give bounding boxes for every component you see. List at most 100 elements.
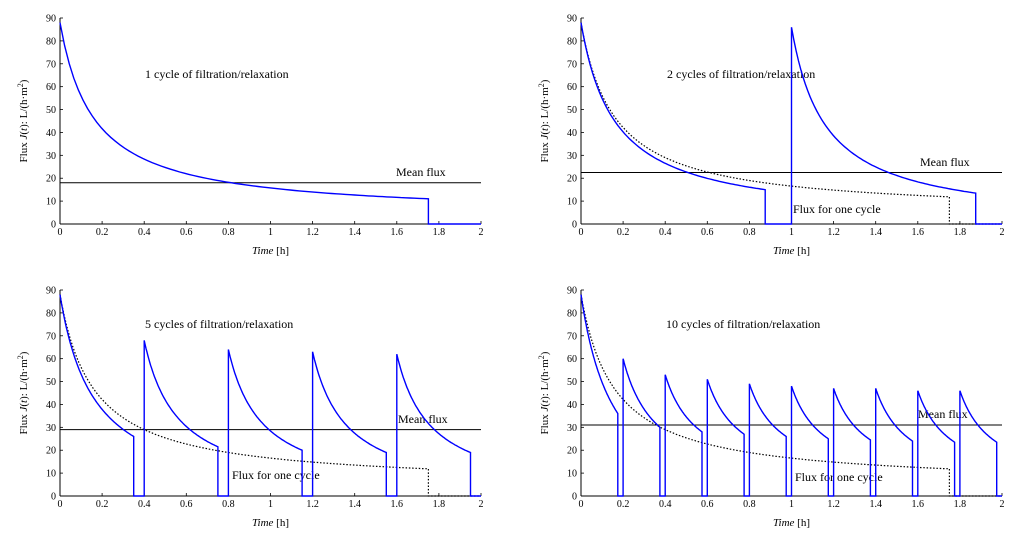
y-tick-label: 80 — [46, 36, 56, 47]
y-tick-label: 70 — [46, 331, 56, 342]
x-axis-label-rest: [h] — [273, 517, 289, 529]
y-axis-label-end: ) — [539, 79, 551, 83]
y-tick-label: 30 — [46, 423, 56, 434]
multi-cycle-flux-curve — [580, 22, 1002, 225]
y-tick-label: 90 — [46, 286, 56, 297]
x-tick-label: 1.4 — [869, 499, 882, 510]
y-tick-label: 10 — [567, 197, 577, 208]
cycles-annotation: 2 cycles of filtration/relaxation — [667, 67, 815, 81]
x-tick-label: 1.8 — [954, 227, 967, 238]
y-tick-label: 10 — [46, 197, 56, 208]
y-axis-label-sup: 2 — [16, 83, 25, 87]
x-axis-label: Time [h] — [773, 517, 810, 529]
y-tick-label: 20 — [46, 174, 56, 185]
y-tick-label: 30 — [567, 151, 577, 162]
x-axis-label-rest: [h] — [794, 245, 810, 257]
y-tick-label: 0 — [572, 220, 577, 231]
y-tick-label: 10 — [567, 469, 577, 480]
y-axis-label-mid: ( — [539, 131, 551, 135]
y-axis-label-suffix: ): L/(h·m — [539, 359, 551, 400]
y-tick-label: 80 — [46, 308, 56, 319]
y-tick-label: 60 — [46, 354, 56, 365]
x-axis-label-rest: [h] — [794, 517, 810, 529]
x-axis-label-rest: [h] — [273, 245, 289, 257]
x-tick-label: 0.2 — [96, 499, 109, 510]
y-tick-label: 70 — [567, 331, 577, 342]
x-tick-label: 0.6 — [180, 499, 193, 510]
x-tick-label: 0.4 — [659, 499, 672, 510]
x-tick-label: 2 — [1000, 227, 1005, 238]
x-tick-label: 1 — [789, 499, 794, 510]
y-tick-label: 70 — [46, 59, 56, 70]
y-tick-label: 40 — [567, 400, 577, 411]
y-axis-label-prefix: Flux — [539, 412, 551, 435]
chart-panel-2-cycles: 0 0.2 0.4 0.6 0.8 1 1.2 1.4 1.6 1.8 20102030405060… — [537, 14, 1005, 258]
x-tick-label: 0.4 — [138, 227, 151, 238]
y-tick-label: 80 — [567, 36, 577, 47]
x-tick-label: 2 — [1000, 499, 1005, 510]
y-axis-label-prefix: Flux — [18, 140, 30, 163]
x-tick-label: 0.8 — [743, 499, 756, 510]
x-axis-label-italic: Time — [773, 245, 795, 257]
one-cycle-flux-curve — [580, 294, 1002, 497]
y-tick-label: 40 — [46, 400, 56, 411]
x-tick-label: 1.4 — [348, 227, 361, 238]
x-tick-label: 0.2 — [617, 227, 630, 238]
x-tick-label: 1.6 — [912, 227, 925, 238]
y-axis-label-var2: t — [18, 399, 30, 403]
x-tick-label: 1 — [268, 499, 273, 510]
chart-panel-10-cycles: 0 0.2 0.4 0.6 0.8 1 1.2 1.4 1.6 1.8 20102030405060… — [537, 286, 1005, 530]
y-tick-label: 90 — [567, 286, 577, 297]
y-tick-label: 50 — [46, 377, 56, 388]
y-axis-label-var: J — [18, 134, 30, 140]
x-axis-label-italic: Time — [252, 245, 274, 257]
cycles-annotation: 10 cycles of filtration/relaxation — [666, 317, 820, 331]
x-tick-label: 2 — [479, 499, 484, 510]
y-tick-label: 50 — [46, 105, 56, 116]
x-tick-label: 0.8 — [222, 499, 235, 510]
x-tick-label: 1.8 — [954, 499, 967, 510]
multi-cycle-flux-curve — [59, 22, 481, 225]
chart-panel-5-cycles: 0 0.2 0.4 0.6 0.8 1 1.2 1.4 1.6 1.8 20102030405060… — [16, 286, 484, 530]
x-tick-label: 0 — [58, 499, 63, 510]
y-tick-label: 30 — [567, 423, 577, 434]
y-axis-label-var2: t — [18, 127, 30, 131]
y-tick-label: 10 — [46, 469, 56, 480]
one-cycle-flux-curve — [59, 294, 481, 497]
x-tick-label: 1.4 — [348, 499, 361, 510]
one-cycle-flux-label: Flux for one cycle — [793, 202, 881, 216]
x-tick-label: 2 — [479, 227, 484, 238]
x-tick-label: 1 — [268, 227, 273, 238]
y-tick-label: 20 — [46, 446, 56, 457]
y-axis-label-suffix: ): L/(h·m — [18, 87, 30, 128]
y-tick-label: 90 — [567, 14, 577, 25]
y-axis-label-mid: ( — [18, 131, 30, 135]
x-tick-label: 0.4 — [138, 499, 151, 510]
x-tick-label: 1.2 — [827, 227, 840, 238]
y-axis-label-end: ) — [18, 351, 30, 355]
x-tick-label: 1.8 — [433, 499, 446, 510]
x-tick-label: 0.6 — [701, 499, 714, 510]
chart-panel-1-cycles: 0 0.2 0.4 0.6 0.8 1 1.2 1.4 1.6 1.8 20102030405060… — [16, 14, 484, 258]
y-axis-label-prefix: Flux — [539, 140, 551, 163]
multi-cycle-flux-curve — [580, 294, 1002, 497]
x-tick-label: 0.4 — [659, 227, 672, 238]
y-tick-label: 60 — [567, 354, 577, 365]
y-axis-label: Flux J(t): L/(h·m2) — [537, 79, 551, 162]
y-tick-label: 30 — [46, 151, 56, 162]
x-tick-label: 1.2 — [306, 499, 319, 510]
y-axis-label-prefix: Flux — [18, 412, 30, 435]
x-tick-label: 0 — [58, 227, 63, 238]
x-axis-label: Time [h] — [252, 245, 289, 257]
x-tick-label: 0.6 — [701, 227, 714, 238]
x-tick-label: 0 — [579, 227, 584, 238]
y-axis-label-sup: 2 — [537, 83, 546, 87]
mean-flux-label: Mean flux — [920, 155, 970, 169]
y-axis-label-var2: t — [539, 127, 551, 131]
x-tick-label: 0.8 — [222, 227, 235, 238]
y-tick-label: 0 — [572, 492, 577, 503]
y-axis-label-mid: ( — [539, 403, 551, 407]
y-axis-label-var: J — [539, 134, 551, 140]
x-tick-label: 1 — [789, 227, 794, 238]
